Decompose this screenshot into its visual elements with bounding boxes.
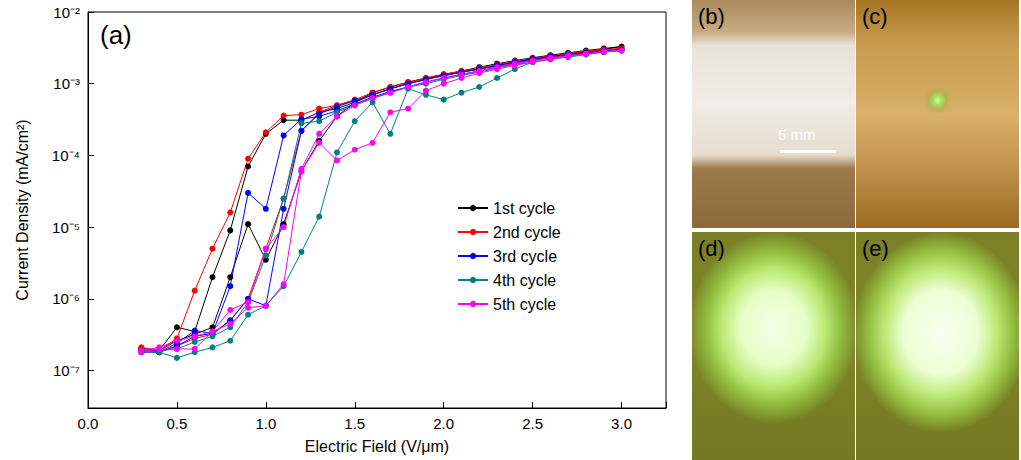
svg-text:4th cycle: 4th cycle [493,272,556,289]
svg-text:10⁻⁷: 10⁻⁷ [53,362,80,379]
html-text:(c): (c) [862,4,888,29]
svg-text:10⁻²: 10⁻² [53,4,80,21]
html-text:(d): (d) [698,236,725,261]
svg-text:(a): (a) [100,20,132,50]
svg-text:3.0: 3.0 [611,415,632,432]
svg-text:10⁻⁶: 10⁻⁶ [52,290,80,307]
svg-text:10⁻⁴: 10⁻⁴ [52,147,80,164]
html-text:5 mm: 5 mm [778,126,816,143]
svg-text:2.0: 2.0 [433,415,454,432]
svg-text:2nd cycle: 2nd cycle [493,224,561,241]
svg-text:Electric Field (V/μm): Electric Field (V/μm) [305,438,449,455]
html-text:(e): (e) [862,236,889,261]
svg-text:1st cycle: 1st cycle [493,200,555,217]
svg-text:10⁻⁵: 10⁻⁵ [52,219,80,236]
svg-text:0.0: 0.0 [78,415,99,432]
svg-text:3rd cycle: 3rd cycle [493,248,557,265]
svg-text:2.5: 2.5 [522,415,543,432]
svg-text:Current Density (mA/cm²): Current Density (mA/cm²) [14,119,31,300]
svg-text:0.5: 0.5 [166,415,187,432]
svg-text:1.5: 1.5 [344,415,365,432]
svg-text:10⁻³: 10⁻³ [53,75,80,92]
svg-text:5th cycle: 5th cycle [493,296,556,313]
html-text:(b): (b) [698,4,725,29]
svg-text:1.0: 1.0 [255,415,276,432]
